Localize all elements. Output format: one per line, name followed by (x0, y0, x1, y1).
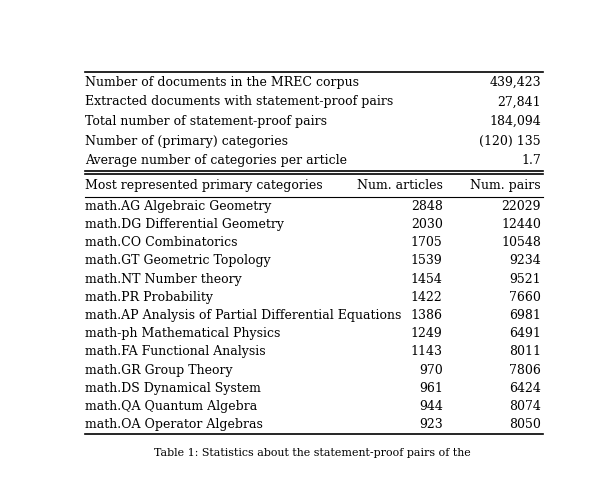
Text: 923: 923 (419, 418, 443, 431)
Text: 2848: 2848 (411, 200, 443, 213)
Text: 8074: 8074 (509, 400, 541, 413)
Text: math.FA Functional Analysis: math.FA Functional Analysis (85, 345, 265, 358)
Text: 7660: 7660 (509, 291, 541, 304)
Text: 1143: 1143 (411, 345, 443, 358)
Text: 1.7: 1.7 (521, 154, 541, 167)
Text: 6424: 6424 (509, 382, 541, 395)
Text: 944: 944 (418, 400, 443, 413)
Text: math.GR Group Theory: math.GR Group Theory (85, 364, 232, 376)
Text: math.CO Combinatorics: math.CO Combinatorics (85, 236, 237, 249)
Text: Most represented primary categories: Most represented primary categories (85, 179, 322, 192)
Text: Average number of categories per article: Average number of categories per article (85, 154, 346, 167)
Text: 1422: 1422 (411, 291, 443, 304)
Text: Number of documents in the MREC corpus: Number of documents in the MREC corpus (85, 76, 359, 89)
Text: 6491: 6491 (509, 327, 541, 340)
Text: 10548: 10548 (501, 236, 541, 249)
Text: math.AG Algebraic Geometry: math.AG Algebraic Geometry (85, 200, 271, 213)
Text: Extracted documents with statement-proof pairs: Extracted documents with statement-proof… (85, 95, 393, 108)
Text: 9234: 9234 (509, 254, 541, 268)
Text: math.DG Differential Geometry: math.DG Differential Geometry (85, 218, 284, 231)
Text: 439,423: 439,423 (489, 76, 541, 89)
Text: 1705: 1705 (411, 236, 443, 249)
Text: Table 1: Statistics about the statement-proof pairs of the: Table 1: Statistics about the statement-… (154, 448, 471, 458)
Text: Total number of statement-proof pairs: Total number of statement-proof pairs (85, 115, 327, 128)
Text: 22029: 22029 (501, 200, 541, 213)
Text: math.NT Number theory: math.NT Number theory (85, 273, 242, 286)
Text: 27,841: 27,841 (497, 95, 541, 108)
Text: (120) 135: (120) 135 (479, 135, 541, 148)
Text: 1539: 1539 (411, 254, 443, 268)
Text: math.OA Operator Algebras: math.OA Operator Algebras (85, 418, 263, 431)
Text: 961: 961 (418, 382, 443, 395)
Text: math-ph Mathematical Physics: math-ph Mathematical Physics (85, 327, 280, 340)
Text: math.QA Quantum Algebra: math.QA Quantum Algebra (85, 400, 257, 413)
Text: 970: 970 (419, 364, 443, 376)
Text: 1249: 1249 (411, 327, 443, 340)
Text: 1386: 1386 (411, 309, 443, 322)
Text: 8050: 8050 (509, 418, 541, 431)
Text: math.DS Dynamical System: math.DS Dynamical System (85, 382, 260, 395)
Text: 2030: 2030 (411, 218, 443, 231)
Text: math.PR Probability: math.PR Probability (85, 291, 213, 304)
Text: Num. articles: Num. articles (357, 179, 443, 192)
Text: 12440: 12440 (501, 218, 541, 231)
Text: 8011: 8011 (509, 345, 541, 358)
Text: 9521: 9521 (509, 273, 541, 286)
Text: Number of (primary) categories: Number of (primary) categories (85, 135, 288, 148)
Text: Num. pairs: Num. pairs (470, 179, 541, 192)
Text: math.GT Geometric Topology: math.GT Geometric Topology (85, 254, 270, 268)
Text: math.AP Analysis of Partial Differential Equations: math.AP Analysis of Partial Differential… (85, 309, 401, 322)
Text: 1454: 1454 (411, 273, 443, 286)
Text: 7806: 7806 (509, 364, 541, 376)
Text: 184,094: 184,094 (489, 115, 541, 128)
Text: 6981: 6981 (509, 309, 541, 322)
